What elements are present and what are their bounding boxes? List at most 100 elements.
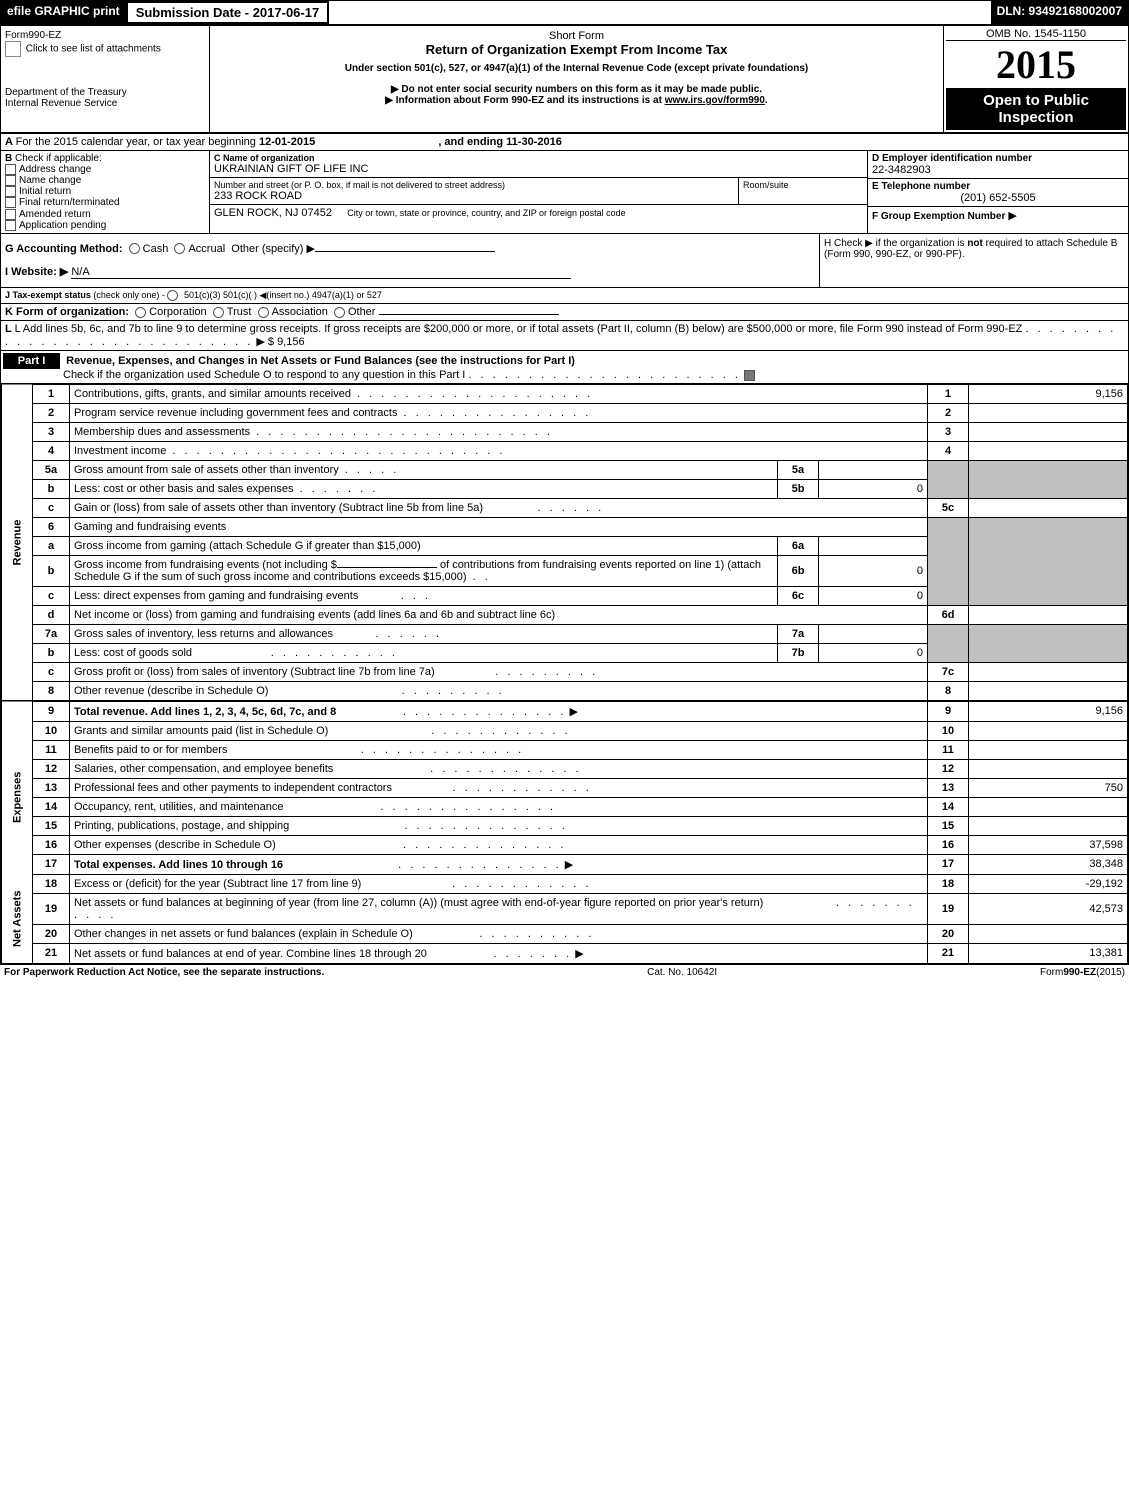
table-row: 11 Benefits paid to or for members . . .… bbox=[2, 740, 1128, 759]
line-13-amount: 750 bbox=[969, 778, 1128, 797]
website-label: I Website: ▶ bbox=[5, 266, 68, 278]
radio-trust[interactable] bbox=[213, 307, 224, 318]
short-form-label: Short Form bbox=[214, 30, 939, 42]
section-l: L L Add lines 5b, 6c, and 7b to line 9 t… bbox=[1, 321, 1128, 350]
table-row: 2 Program service revenue including gove… bbox=[2, 403, 1128, 422]
revenue-side-label: Revenue bbox=[11, 520, 23, 566]
line-18-amount: -29,192 bbox=[969, 874, 1128, 893]
radio-corp[interactable] bbox=[135, 307, 146, 318]
table-row: Revenue 1 Contributions, gifts, grants, … bbox=[2, 384, 1128, 403]
table-row: Net Assets 18 Excess or (deficit) for th… bbox=[2, 874, 1128, 893]
table-row: 13 Professional fees and other payments … bbox=[2, 778, 1128, 797]
irs-label: Internal Revenue Service bbox=[5, 98, 205, 109]
radio-other[interactable] bbox=[334, 307, 345, 318]
table-row: 3 Membership dues and assessments . . . … bbox=[2, 422, 1128, 441]
spacer bbox=[329, 1, 990, 24]
table-row: c Gain or (loss) from sale of assets oth… bbox=[2, 498, 1128, 517]
efile-label: efile GRAPHIC print bbox=[1, 1, 126, 24]
footer-right: Form990-EZ(2015) bbox=[1040, 967, 1125, 978]
submission-date: Submission Date - 2017-06-17 bbox=[126, 1, 330, 24]
table-row: 9 Total revenue. Add lines 1, 2, 3, 4, 5… bbox=[2, 701, 1128, 722]
table-row: 12 Salaries, other compensation, and emp… bbox=[2, 759, 1128, 778]
table-row: d Net income or (loss) from gaming and f… bbox=[2, 605, 1128, 624]
row-a-mid: , and ending bbox=[438, 136, 506, 148]
table-row: 15 Printing, publications, postage, and … bbox=[2, 816, 1128, 835]
l-text: L Add lines 5b, 6c, and 7b to line 9 to … bbox=[15, 323, 1023, 335]
attach-link-text: Click to see list of attachments bbox=[26, 44, 161, 55]
city-label: City or town, state or province, country… bbox=[347, 208, 625, 218]
radio-assoc[interactable] bbox=[258, 307, 269, 318]
part-label: Part I bbox=[3, 353, 60, 369]
section-k: K Form of organization: Corporation Trus… bbox=[1, 304, 1128, 321]
net-assets-side-label: Net Assets bbox=[11, 891, 23, 947]
row-a-begin: 12-01-2015 bbox=[259, 136, 315, 148]
open-public-box: Open to Public Inspection bbox=[946, 88, 1126, 130]
radio-cash[interactable] bbox=[129, 243, 140, 254]
j-label: J Tax-exempt status bbox=[5, 290, 91, 300]
top-bar: efile GRAPHIC print Submission Date - 20… bbox=[1, 1, 1128, 24]
part-sub: Check if the organization used Schedule … bbox=[63, 369, 465, 381]
header-sub1: Under section 501(c), 527, or 4947(a)(1)… bbox=[214, 63, 939, 74]
h-text1: H Check ▶ if the organization is bbox=[824, 238, 967, 249]
opt-application-pending[interactable]: Application pending bbox=[5, 220, 205, 231]
table-row: 8 Other revenue (describe in Schedule O)… bbox=[2, 681, 1128, 701]
attachments-link[interactable]: Click to see list of attachments bbox=[5, 41, 205, 57]
opt-address-change[interactable]: Address change bbox=[5, 164, 205, 175]
table-row: 14 Occupancy, rent, utilities, and maint… bbox=[2, 797, 1128, 816]
line-1-amount: 9,156 bbox=[969, 384, 1128, 403]
check-applicable-label: Check if applicable: bbox=[15, 153, 102, 164]
opt-name-change[interactable]: Name change bbox=[5, 175, 205, 186]
opt-initial-return[interactable]: Initial return bbox=[5, 186, 205, 197]
header-left: Form990-EZ Click to see list of attachme… bbox=[1, 26, 210, 132]
street-label: Number and street (or P. O. box, if mail… bbox=[214, 180, 734, 190]
footer-left: For Paperwork Reduction Act Notice, see … bbox=[4, 967, 324, 978]
table-row: 17 Total expenses. Add lines 10 through … bbox=[2, 854, 1128, 874]
row-a-end: 11-30-2016 bbox=[506, 136, 562, 148]
ein-value: 22-3482903 bbox=[872, 164, 1124, 176]
tax-year: 2015 bbox=[946, 41, 1126, 88]
header-sub3: ▶ Information about Form 990-EZ and its … bbox=[214, 95, 939, 106]
table-row: c Gross profit or (loss) from sales of i… bbox=[2, 662, 1128, 681]
expenses-side-label: Expenses bbox=[11, 772, 23, 823]
footer-mid: Cat. No. 10642I bbox=[647, 967, 717, 978]
phone-value: (201) 652-5505 bbox=[872, 192, 1124, 204]
j-sub: (check only one) - bbox=[93, 290, 167, 300]
lines-table: Revenue 1 Contributions, gifts, grants, … bbox=[1, 384, 1128, 964]
l-amount: $ 9,156 bbox=[268, 336, 305, 348]
opt-amended-return[interactable]: Amended return bbox=[5, 209, 205, 220]
row-a: A For the 2015 calendar year, or tax yea… bbox=[1, 134, 1128, 151]
part-title: Revenue, Expenses, and Changes in Net As… bbox=[66, 355, 575, 367]
row-a-pre: For the 2015 calendar year, or tax year … bbox=[16, 136, 259, 148]
section-c: C Name of organization UKRAINIAN GIFT OF… bbox=[210, 151, 867, 233]
section-b: B Check if applicable: Address change Na… bbox=[1, 151, 210, 233]
radio-accrual[interactable] bbox=[174, 243, 185, 254]
phone-label: E Telephone number bbox=[872, 181, 1124, 192]
table-row: 16 Other expenses (describe in Schedule … bbox=[2, 835, 1128, 854]
table-row: 19 Net assets or fund balances at beginn… bbox=[2, 893, 1128, 924]
table-row: 5a Gross amount from sale of assets othe… bbox=[2, 460, 1128, 479]
radio-501c3[interactable] bbox=[167, 290, 178, 301]
schedule-o-checkbox[interactable] bbox=[744, 370, 755, 381]
group-exemption-label: F Group Exemption Number bbox=[872, 211, 1005, 222]
line-21-amount: 13,381 bbox=[969, 943, 1128, 963]
accounting-label: G Accounting Method: bbox=[5, 243, 123, 255]
open-public-1: Open to Public bbox=[950, 92, 1122, 109]
dln-label: DLN: 93492168002007 bbox=[991, 1, 1128, 24]
section-d-e-f: D Employer identification number 22-3482… bbox=[867, 151, 1128, 233]
section-j: J Tax-exempt status (check only one) - 5… bbox=[1, 288, 1128, 304]
irs-link[interactable]: www.irs.gov/form990 bbox=[665, 95, 765, 106]
form-container: efile GRAPHIC print Submission Date - 20… bbox=[0, 0, 1129, 965]
header-right: OMB No. 1545-1150 2015 Open to Public In… bbox=[943, 26, 1128, 132]
form-number: Form990-EZ bbox=[5, 30, 205, 41]
opt-final-return[interactable]: Final return/terminated bbox=[5, 197, 205, 208]
line-19-amount: 42,573 bbox=[969, 893, 1128, 924]
k-label: K Form of organization: bbox=[5, 306, 129, 318]
table-row: 21 Net assets or fund balances at end of… bbox=[2, 943, 1128, 963]
street-value: 233 ROCK ROAD bbox=[214, 190, 734, 202]
table-row: 20 Other changes in net assets or fund b… bbox=[2, 924, 1128, 943]
c-label: C Name of organization bbox=[214, 153, 315, 163]
header-mid: Short Form Return of Organization Exempt… bbox=[210, 26, 943, 132]
form-header: Form990-EZ Click to see list of attachme… bbox=[1, 24, 1128, 134]
part-1-header: Part I Revenue, Expenses, and Changes in… bbox=[1, 350, 1128, 384]
section-b-f: B Check if applicable: Address change Na… bbox=[1, 151, 1128, 234]
